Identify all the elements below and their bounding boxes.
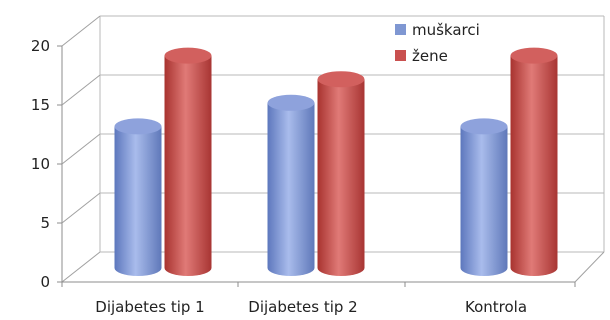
bar bbox=[164, 47, 212, 276]
gridline-diag bbox=[61, 251, 101, 283]
y-tick-label: 0 bbox=[40, 273, 50, 291]
bar-top bbox=[460, 118, 508, 135]
gridline-diag bbox=[61, 133, 101, 165]
legend-swatch-series-2 bbox=[395, 50, 406, 61]
x-axis: Dijabetes tip 1 Dijabetes tip 2 Kontrola bbox=[61, 282, 576, 316]
y-tick-label: 10 bbox=[31, 155, 50, 173]
gridline-diag bbox=[61, 15, 101, 47]
bar bbox=[317, 71, 365, 276]
bar bbox=[114, 118, 162, 277]
gridline-diag bbox=[61, 192, 101, 224]
x-category-label: Kontrola bbox=[465, 298, 527, 316]
bar-top bbox=[164, 47, 212, 64]
y-tick-label: 15 bbox=[31, 96, 50, 114]
bar-top bbox=[114, 118, 162, 135]
bar-body bbox=[510, 55, 558, 276]
bar bbox=[267, 94, 315, 276]
bar-body bbox=[460, 126, 508, 277]
bar-body bbox=[267, 102, 315, 276]
bar bbox=[510, 47, 558, 276]
legend-label-series-2: žene bbox=[412, 47, 448, 65]
x-category-label: Dijabetes tip 1 bbox=[95, 298, 204, 316]
bar-top bbox=[267, 94, 315, 111]
bar-body bbox=[164, 55, 212, 276]
gridline-diag bbox=[61, 74, 101, 106]
floor-right-edge bbox=[574, 251, 605, 283]
bar-body bbox=[317, 79, 365, 276]
bar-body bbox=[114, 126, 162, 277]
x-category-label: Dijabetes tip 2 bbox=[248, 298, 357, 316]
y-tick-label: 5 bbox=[40, 214, 50, 232]
bars bbox=[114, 47, 558, 277]
legend-label-series-1: muškarci bbox=[412, 21, 480, 39]
y-tick-label: 20 bbox=[31, 37, 50, 55]
legend: muškarci žene bbox=[395, 21, 480, 65]
bar-top bbox=[317, 71, 365, 88]
bar bbox=[460, 118, 508, 277]
legend-swatch-series-1 bbox=[395, 24, 406, 35]
y-axis: 0 5 10 15 20 bbox=[31, 37, 62, 291]
bar-top bbox=[510, 47, 558, 64]
